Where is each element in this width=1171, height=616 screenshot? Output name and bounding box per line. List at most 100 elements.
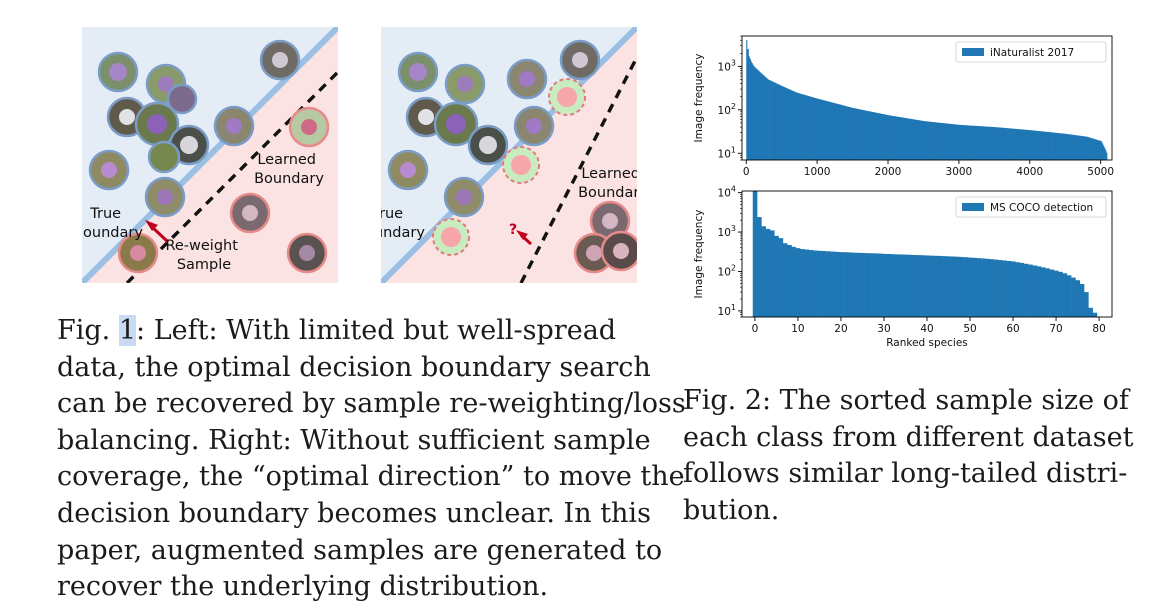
bar [894,116,896,160]
bar [843,252,848,317]
bar [1071,277,1076,317]
bar [1071,134,1073,160]
true-boundary-label: True Boundary [82,206,143,241]
bar [787,88,790,160]
bar [795,248,801,317]
bars [752,191,1098,317]
fig-number-link[interactable]: 1 [118,315,137,346]
bar [986,126,988,160]
bar [965,125,968,160]
bar [810,96,812,160]
bar [982,126,984,160]
x-tick-label: 5000 [1087,166,1114,178]
bar [911,254,917,317]
bar [873,253,878,317]
legend-box [955,41,1107,63]
bar [1035,130,1038,160]
caption-line: decision boundary becomes unclear. In th… [57,497,651,529]
bar [796,92,799,160]
bar [1072,134,1074,160]
bar [789,89,792,160]
bar [1006,128,1008,160]
reweight-arrow [145,220,170,244]
x-tick-label: 70 [1049,323,1062,335]
bar [952,124,955,160]
caption-line: balancing. Right: Without sufficient sam… [57,424,651,456]
bar [1008,128,1010,160]
bar [858,109,861,160]
x-tick-label: 50 [963,323,976,335]
bar [938,122,941,160]
bar [879,113,882,160]
bar [1005,128,1007,160]
bar [933,255,939,317]
bar [940,122,943,160]
bar [830,102,832,160]
bar [772,81,774,160]
bar [962,125,965,160]
bar [770,80,772,160]
bar [978,126,980,160]
bar [881,114,884,160]
x-tick-label: 0 [752,323,759,335]
legend-box [955,196,1107,218]
bar [1089,137,1091,160]
bar [846,106,848,160]
bar [847,106,849,160]
bar [1013,128,1015,160]
bar [1094,139,1096,160]
bar [839,104,841,160]
x-tick-label: 4000 [1016,166,1043,178]
bar [924,121,926,160]
x-tick-label: 60 [1006,323,1019,335]
bar [761,226,766,317]
true-boundary-label: True Boundary [381,206,425,241]
bar [816,98,818,160]
bar [972,125,974,160]
bar [1075,280,1081,317]
bar [851,252,857,317]
bar [885,114,888,160]
bar [1079,135,1081,160]
x-axis-label: Ranked species [886,337,968,349]
bar [880,113,883,160]
bar [813,97,815,160]
bar [1025,129,1028,160]
bar [812,250,818,317]
y-tick-label: 101 [718,303,736,318]
bar [754,67,756,160]
bar [1068,134,1070,160]
bar [865,110,868,160]
bar [877,253,883,317]
bar [784,87,787,160]
bar [967,257,973,317]
bar [811,96,813,160]
bar [1059,133,1061,160]
bar [888,115,890,160]
bar [963,257,969,317]
bar [746,49,749,160]
bar [929,121,931,160]
bar [980,258,986,317]
bar [853,108,855,160]
bar [766,78,768,160]
bar [867,111,870,160]
bar [780,85,783,160]
bar [842,105,844,160]
bar [971,125,973,160]
bar [798,93,801,160]
bar [815,98,817,160]
bar [998,127,1000,160]
bar [1081,136,1083,160]
bar [835,103,837,160]
bar [821,251,827,317]
y-tick-label: 103 [718,58,736,73]
bar [1069,134,1071,160]
bar [756,69,758,160]
bar [1093,138,1095,160]
bar [1028,130,1031,160]
bar [1015,262,1020,317]
bar [932,122,934,160]
bar [805,95,808,160]
bar [822,100,824,160]
